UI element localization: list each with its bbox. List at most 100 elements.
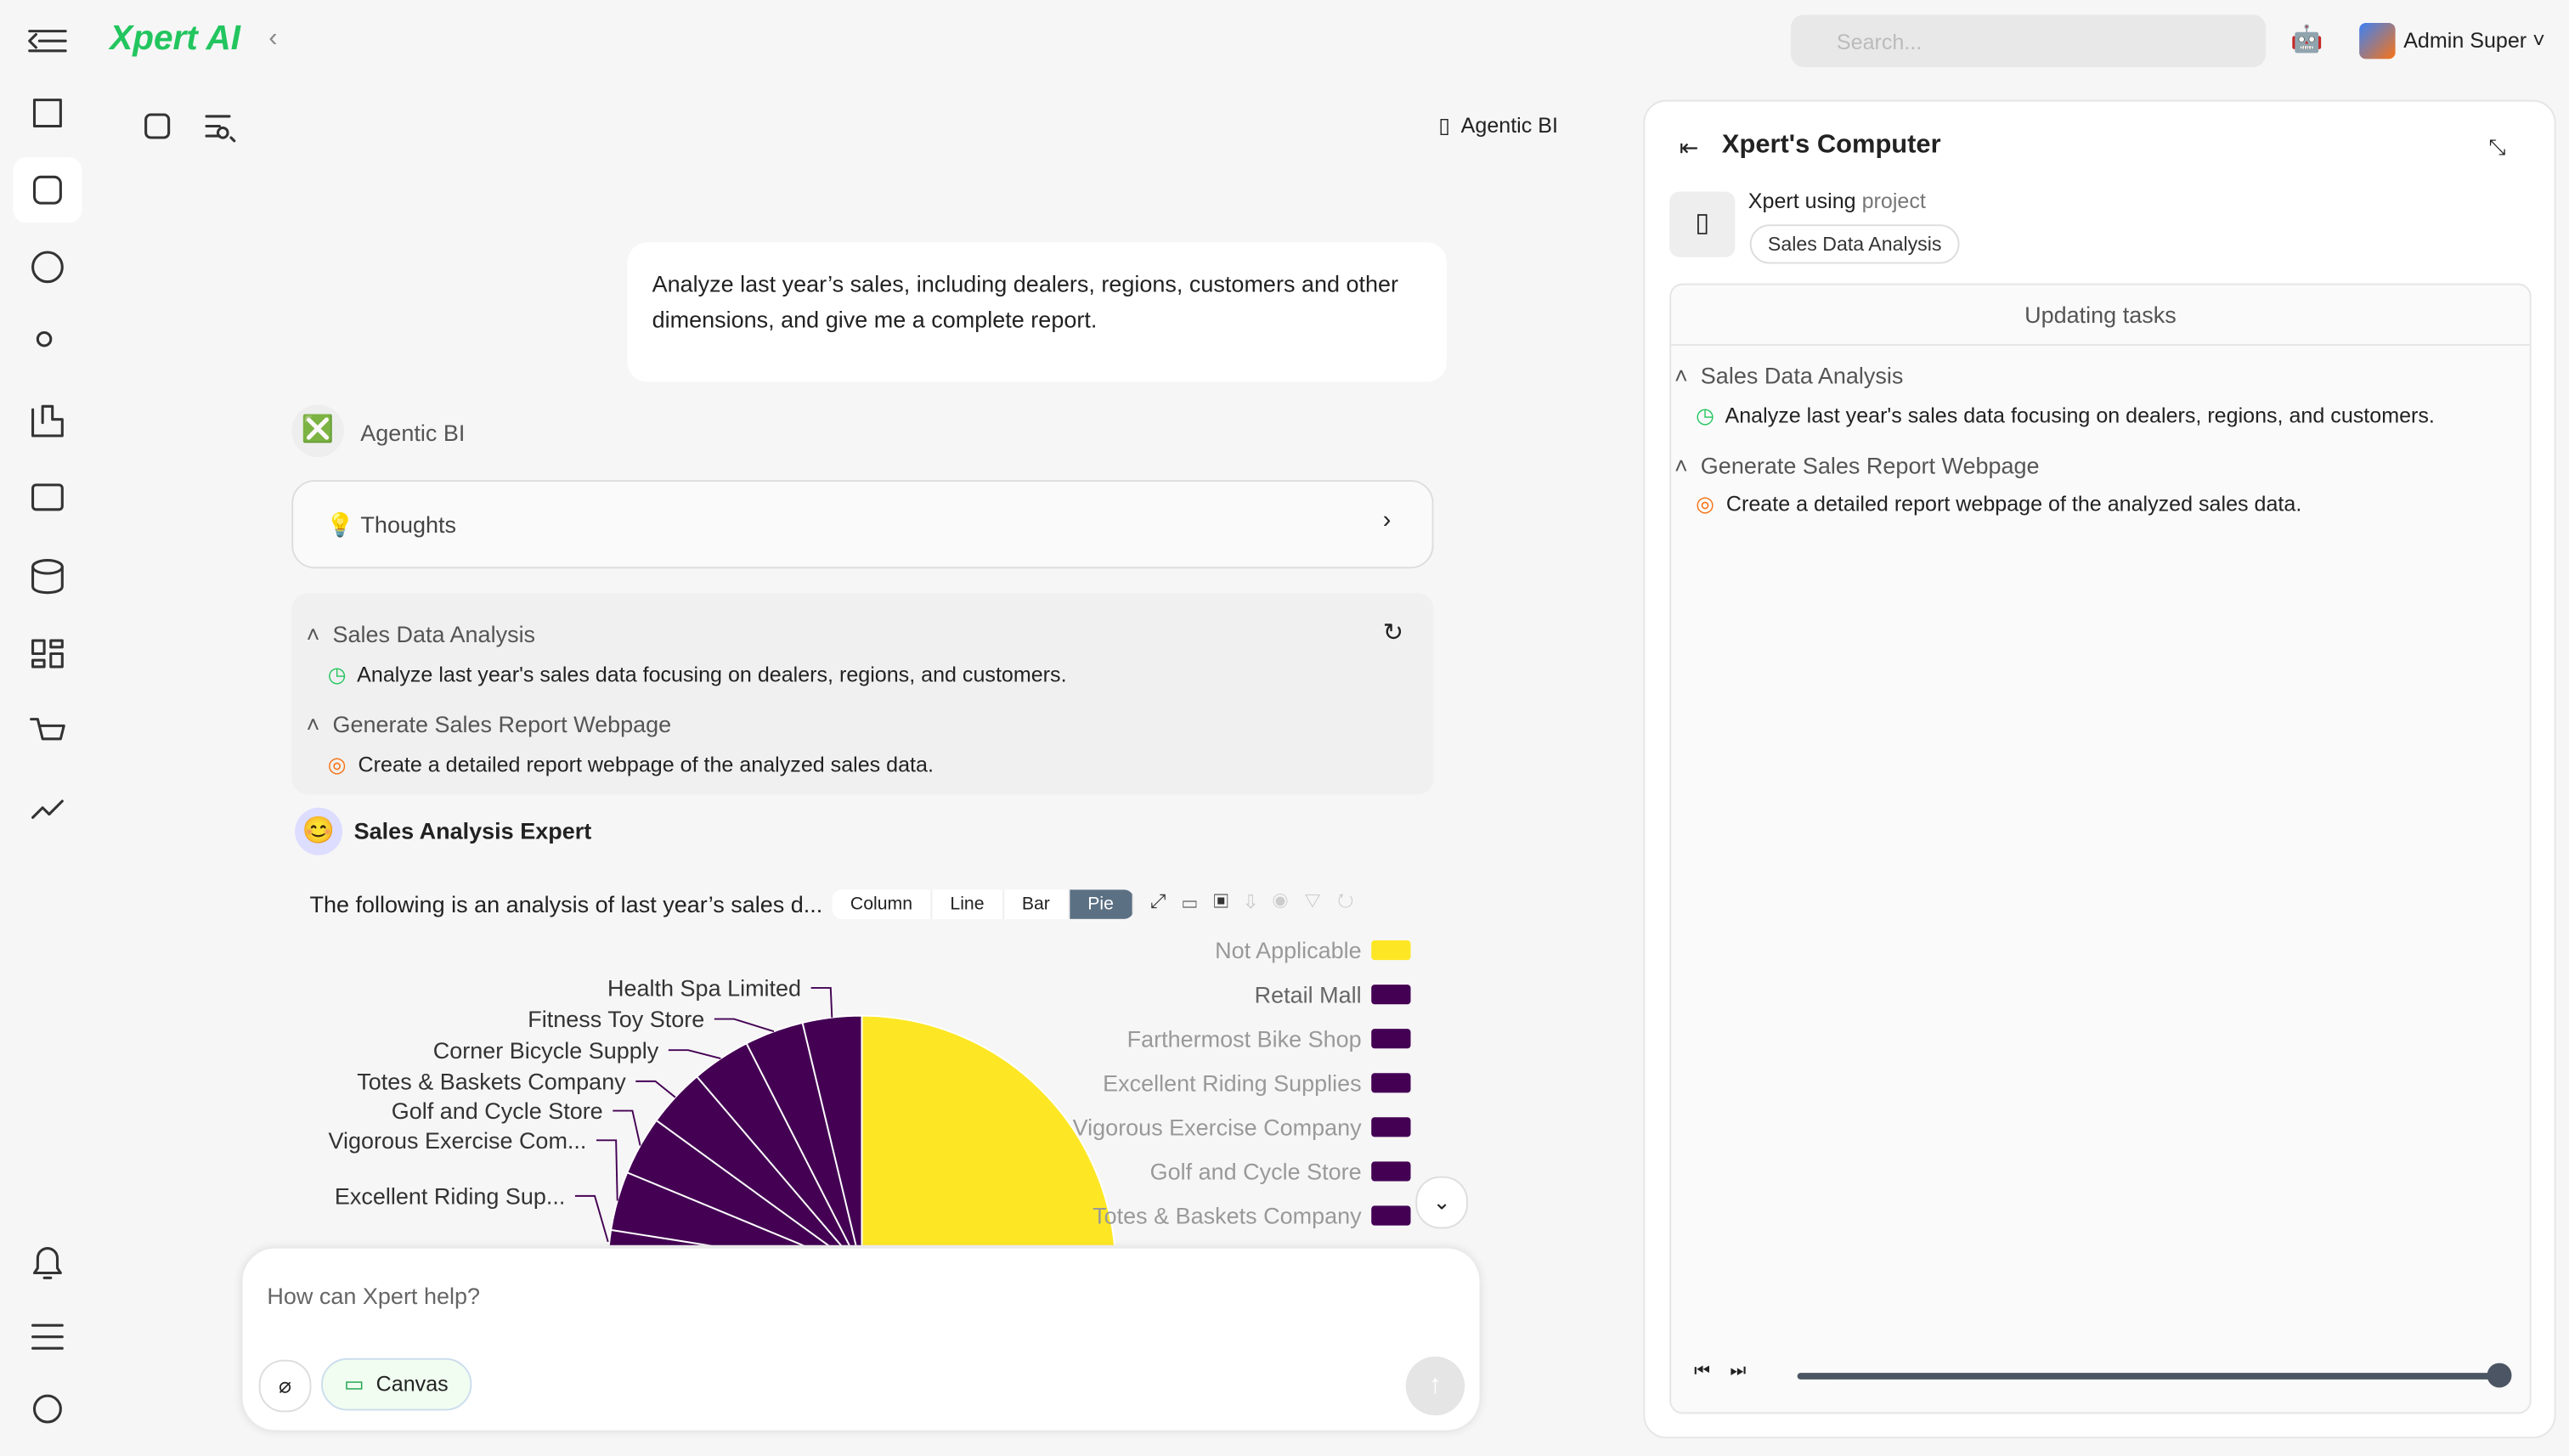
using-prefix: Xpert using: [1747, 188, 1856, 213]
tasks-box: Updating tasks ˄ Sales Data Analysis ◷ A…: [1669, 283, 2532, 1414]
pie-label: Golf and Cycle Store: [392, 1098, 603, 1124]
computer-panel: ⇤ Xpert's Computer ⤡ ▯ Xpert using proje…: [1643, 99, 2556, 1439]
collapse[interactable]: ‹: [268, 24, 278, 53]
using: Xpert using project: [1748, 189, 1926, 213]
task-desc: Analyze last year's sales data focusing …: [357, 662, 1067, 687]
canvas-label: Canvas: [375, 1371, 449, 1397]
progress-handle[interactable]: [2487, 1363, 2512, 1388]
search-placeholder: Search...: [1836, 29, 1923, 54]
project-name: Agentic BI: [1460, 113, 1558, 138]
task: ◷ Analyze last year's sales data focusin…: [327, 662, 1067, 687]
task-desc: Create a detailed report webpage of the …: [1725, 491, 2302, 516]
minimize[interactable]: ⤡: [2488, 134, 2506, 160]
task: ˄ Sales Data Analysis: [1674, 362, 1904, 389]
task: ˄ Sales Data Analysis: [306, 620, 536, 647]
search-chat[interactable]: [205, 115, 236, 143]
chart-actions[interactable]: ⤢▭▣⇩◉▽↻: [1149, 889, 1370, 913]
pie-slice: [861, 1014, 1115, 1245]
nav-icon[interactable]: [31, 799, 64, 819]
intro: The following is an analysis of last yea…: [309, 891, 823, 917]
pie-label: Corner Bicycle Supply: [433, 1038, 659, 1064]
legend-label: Retail Mall: [1255, 982, 1362, 1007]
legend-swatch: [1371, 940, 1411, 961]
pie-slice: [801, 1014, 863, 1245]
label-line: [714, 1018, 775, 1033]
pie-label: Fitness Toy Store: [528, 1007, 704, 1032]
new-chat[interactable]: [144, 113, 171, 139]
legend-swatch: [1371, 1205, 1411, 1226]
thoughts-label: Thoughts: [360, 511, 457, 538]
back[interactable]: ⇤: [1679, 134, 1699, 161]
label-line: [613, 1109, 641, 1146]
agent-avatar: ❎: [291, 404, 344, 458]
search[interactable]: Search...: [1790, 14, 2267, 68]
project-icon: ▯: [1669, 191, 1736, 257]
task: ˄ Generate Sales Report Webpage: [1674, 452, 2040, 479]
player-controls[interactable]: ⏮⏭: [1694, 1361, 1766, 1381]
legend-swatch: [1371, 1029, 1411, 1049]
scroll-down[interactable]: ⌄: [1415, 1176, 1468, 1229]
task-title: Generate Sales Report Webpage: [1700, 452, 2040, 479]
pie-label: Totes & Baskets Company: [357, 1069, 626, 1094]
project-chip[interactable]: Sales Data Analysis: [1749, 224, 1960, 264]
nav-active: [13, 157, 82, 223]
chart-tab[interactable]: Column: [833, 889, 933, 919]
legend-label: Farthermost Bike Shop: [1127, 1026, 1362, 1052]
chart-tab[interactable]: Bar: [1004, 889, 1070, 919]
task: ◎ Create a detailed report webpage of th…: [1696, 491, 2302, 516]
task: ◷ Analyze last year's sales data focusin…: [1696, 403, 2435, 428]
avatar[interactable]: [2359, 22, 2396, 59]
nav-icon[interactable]: [30, 718, 65, 741]
nav-icon[interactable]: [32, 99, 62, 128]
nav-icon[interactable]: [36, 330, 53, 347]
task-title: Sales Data Analysis: [332, 620, 536, 647]
sidebar: [13, 30, 82, 1424]
attach[interactable]: ⌀: [258, 1359, 312, 1413]
thoughts[interactable]: 💡 Thoughts ›: [291, 480, 1434, 569]
nav-icon[interactable]: [31, 559, 64, 575]
chart-tab[interactable]: Line: [932, 889, 1004, 919]
task-title: Generate Sales Report Webpage: [332, 710, 672, 737]
task-desc: Analyze last year's sales data focusing …: [1725, 403, 2435, 428]
nav-icon[interactable]: [31, 404, 64, 437]
legend-swatch: [1371, 985, 1411, 1005]
user-name: Admin Super: [2403, 27, 2527, 53]
canvas-button[interactable]: ▭ Canvas: [320, 1357, 471, 1411]
chart-tab[interactable]: Pie: [1070, 889, 1134, 919]
expert-avatar: 😊: [295, 807, 343, 855]
nav-icon[interactable]: [31, 565, 64, 595]
nav-icon[interactable]: [32, 1394, 62, 1424]
brand: Xpert AI: [110, 20, 240, 58]
legend-swatch: [1371, 1073, 1411, 1093]
user-message: Analyze last year’s sales, including dea…: [627, 242, 1447, 382]
progress[interactable]: [1797, 1373, 2493, 1380]
user[interactable]: Admin Super ˅: [2403, 27, 2545, 53]
pie-label: Vigorous Exercise Com...: [328, 1128, 586, 1154]
nav-icon[interactable]: [31, 251, 64, 284]
send[interactable]: ↑: [1405, 1356, 1465, 1416]
nav-icon[interactable]: [31, 1323, 64, 1350]
chat-tools: [144, 113, 236, 143]
project[interactable]: ▯ Agentic BI: [1438, 113, 1558, 138]
expert-name: Sales Analysis Expert: [353, 817, 592, 844]
menu-icon[interactable]: [28, 30, 67, 53]
bot-icon[interactable]: 🤖: [2290, 25, 2323, 54]
nav-icon[interactable]: [32, 1247, 62, 1279]
task: ◎ Create a detailed report webpage of th…: [327, 752, 934, 777]
nav-icon[interactable]: [31, 639, 64, 669]
chart-tabs: Column Line Bar Pie: [832, 889, 1134, 919]
refresh[interactable]: ↻: [1382, 618, 1403, 647]
task: ˄ Generate Sales Report Webpage: [306, 710, 672, 737]
input-box[interactable]: How can Xpert help? ⌀ ▭ Canvas ↑: [242, 1248, 1480, 1431]
label-line: [635, 1080, 676, 1098]
legend-label: Vigorous Exercise Company: [1073, 1115, 1362, 1140]
label-line: [596, 1139, 618, 1201]
nav-icon[interactable]: [31, 483, 64, 511]
task-title: Sales Data Analysis: [1700, 362, 1904, 389]
task-list: ˄ Sales Data Analysis ◷ Analyze last yea…: [291, 593, 1434, 795]
legend-swatch: [1371, 1117, 1411, 1137]
pie-label: Health Spa Limited: [607, 976, 801, 1002]
nav-icon[interactable]: [32, 175, 62, 205]
